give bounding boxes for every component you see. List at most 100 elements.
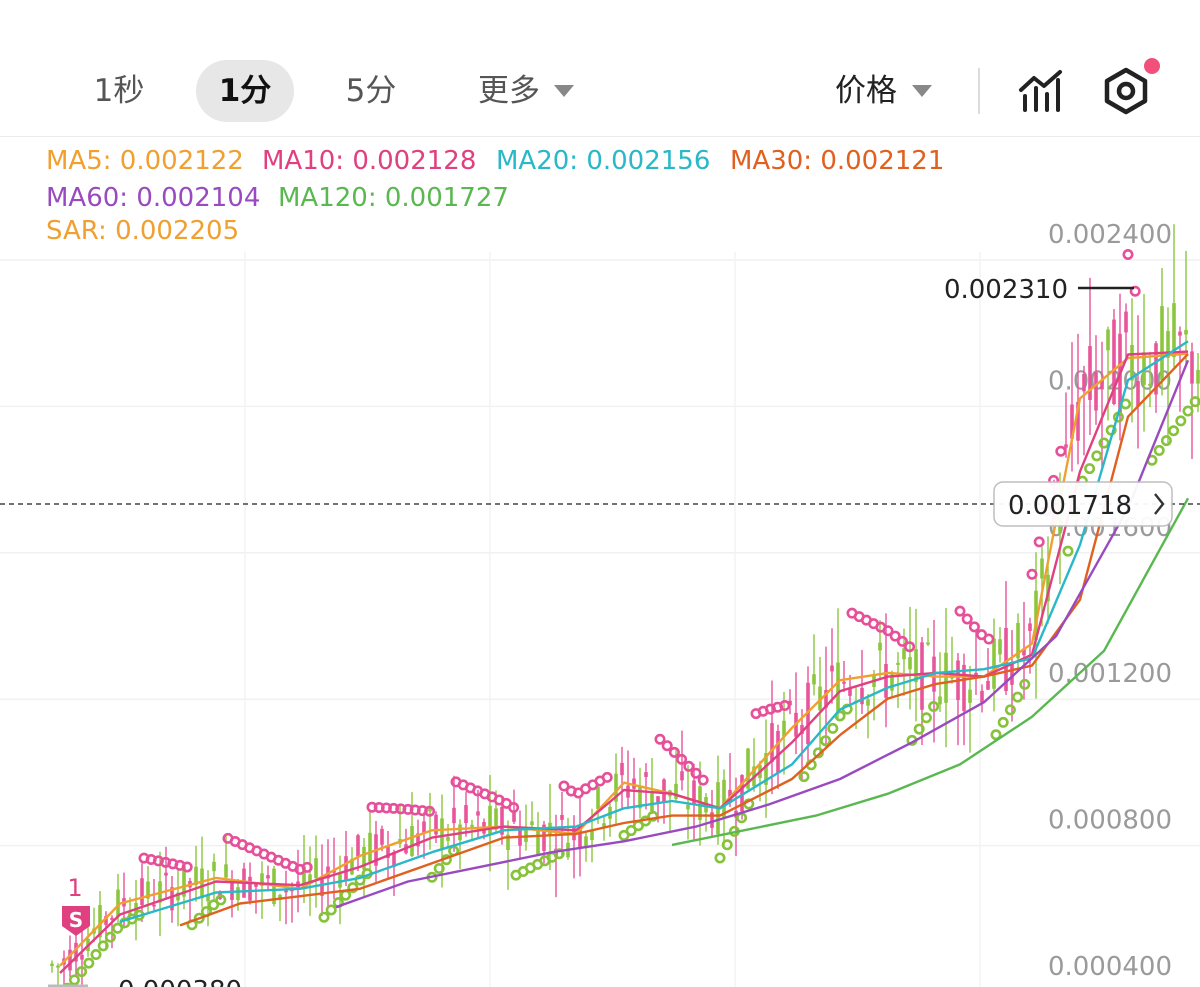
candle-body (260, 873, 264, 887)
candle-body (434, 814, 438, 835)
sar-dot (668, 746, 680, 758)
candle-body (1172, 303, 1176, 358)
candle-body (302, 866, 306, 889)
ma-line-ma30 (179, 353, 1189, 927)
candle-body (530, 821, 534, 826)
candle-body (524, 827, 528, 842)
sar-dot (76, 966, 88, 978)
settings-hexagon-icon[interactable] (1102, 66, 1150, 116)
sar-dot (558, 780, 570, 792)
candle-body (470, 824, 474, 827)
sar-dot (1129, 285, 1141, 297)
candle-body (512, 811, 516, 822)
candle-body (416, 833, 420, 847)
candle-body (1010, 663, 1014, 685)
candle-body (1070, 404, 1074, 439)
sar-dot (968, 621, 980, 633)
chart-overlays: 0.002310 0.001718 1 S 0.000380 (0, 275, 1200, 987)
candle-body (770, 723, 774, 763)
candle-body (740, 775, 744, 812)
candle-body (542, 824, 546, 851)
moving-average-lines (59, 340, 1190, 974)
candle-body (986, 680, 990, 690)
candle-body (1076, 401, 1080, 441)
sar-dot (90, 949, 102, 961)
high-price-marker: 0.002310 (944, 275, 1068, 305)
tab-1m[interactable]: 1分 (196, 60, 294, 122)
sar-dot (83, 957, 95, 969)
candle-body (464, 805, 468, 823)
sar-dot (1055, 445, 1067, 457)
more-dropdown-chevron-icon[interactable] (554, 85, 574, 97)
candle-body (1130, 345, 1134, 381)
candle-body (446, 836, 450, 841)
low-price-marker: 0.000380 (118, 976, 242, 987)
candle-body (1064, 444, 1068, 448)
price-dropdown-chevron-icon[interactable] (912, 85, 932, 97)
sar-dot (508, 802, 520, 814)
candle-body (440, 818, 444, 849)
candle-body (50, 963, 54, 967)
candle-body (224, 864, 228, 878)
sar-dot (961, 613, 973, 625)
candle-body (284, 889, 288, 893)
candle-body (506, 834, 510, 850)
candle-body (344, 856, 348, 880)
sar-dot (1033, 536, 1045, 548)
candle-body (812, 674, 816, 685)
sar-dot (433, 862, 445, 874)
candle-body (590, 829, 594, 841)
candle-body (638, 786, 642, 809)
candle-body (236, 887, 240, 901)
ma-line-ma60 (335, 359, 1190, 909)
chart-indicator-icon[interactable] (1016, 68, 1064, 114)
candle-body (266, 875, 270, 879)
sar-dot (618, 829, 630, 841)
candle-body (1112, 319, 1116, 405)
candle-body (998, 639, 1002, 655)
candle-body (1016, 622, 1020, 659)
candle-body (104, 916, 108, 925)
tab-5m[interactable]: 5分 (345, 73, 397, 109)
candle-body (278, 894, 282, 901)
sar-dot (1062, 545, 1074, 557)
candle-body (200, 868, 204, 899)
candle-body (368, 832, 372, 862)
sar-dot (104, 931, 116, 943)
candle-body (938, 696, 942, 705)
price-type-dropdown[interactable]: 价格 (835, 73, 897, 109)
candle-body (98, 905, 102, 938)
y-tick-label: 0.000800 (1048, 806, 1172, 836)
candle-body (1136, 381, 1140, 407)
sar-dot (928, 700, 940, 712)
legend-ma20: MA20: 0.002156 (496, 146, 711, 176)
sar-dot (820, 735, 832, 747)
tab-more[interactable]: 更多 (478, 73, 540, 109)
candle-body (152, 904, 156, 907)
ma-line-ma10 (59, 350, 1189, 974)
tab-1s[interactable]: 1秒 (93, 73, 145, 109)
candle-body (656, 796, 660, 803)
sar-dot (1182, 405, 1194, 417)
candle-body (626, 785, 630, 798)
trade-marker-count: 1 (67, 874, 82, 902)
candle-body (1190, 351, 1194, 384)
candle-body (680, 771, 684, 781)
candle-body (1088, 346, 1092, 400)
candle-body (644, 772, 648, 777)
candle-body (800, 725, 804, 734)
candle-body (182, 866, 186, 897)
sar-dot (983, 633, 995, 645)
candle-body (896, 662, 900, 665)
sar-dot (647, 810, 659, 822)
candle-body (992, 638, 996, 689)
sar-dot (721, 839, 733, 851)
toolbar-divider (978, 68, 980, 114)
sar-dot (676, 753, 688, 765)
candle-body (632, 778, 636, 789)
candle-body (596, 786, 600, 809)
candle-body (176, 892, 180, 901)
candle-body (1148, 383, 1152, 386)
candle-body (140, 878, 144, 906)
